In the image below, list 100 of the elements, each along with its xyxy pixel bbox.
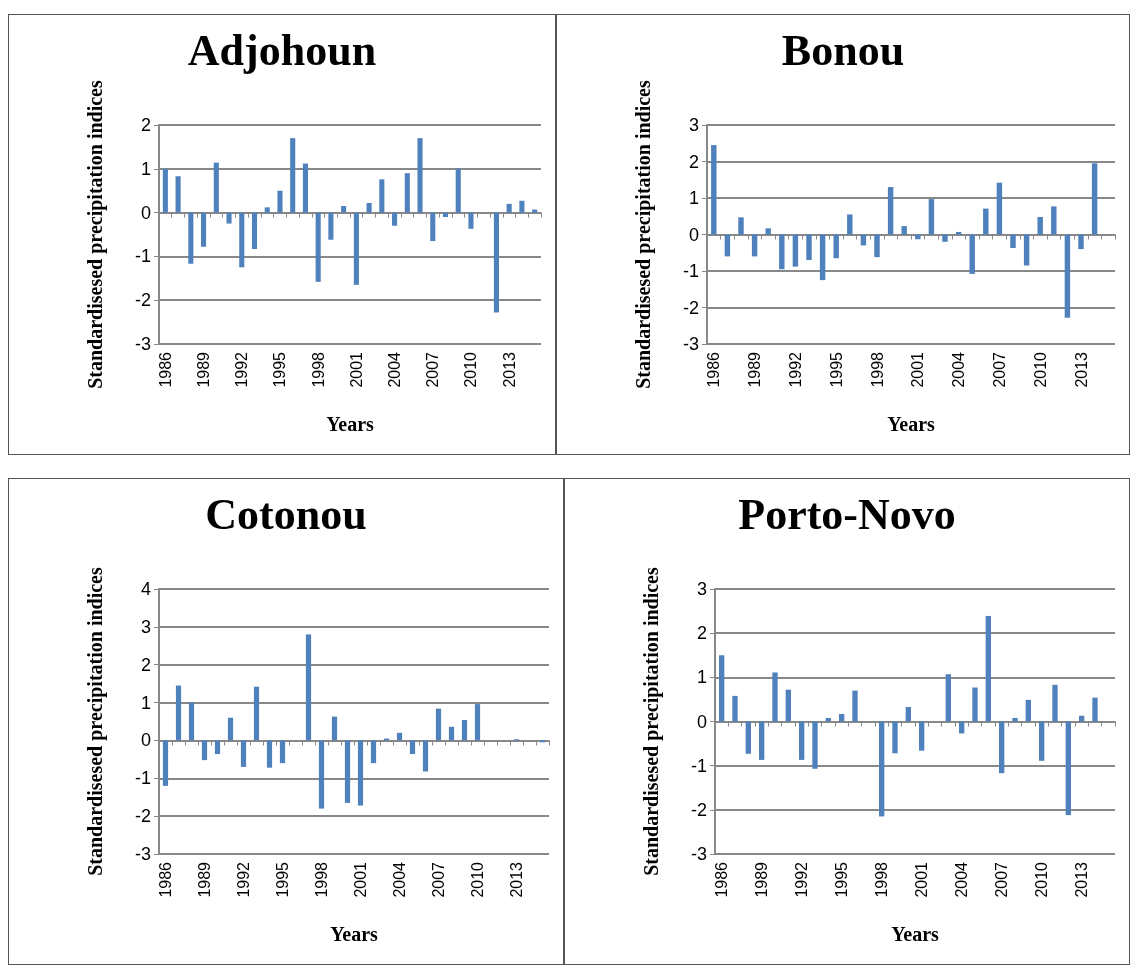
x-tick-label: 1992 [786, 351, 804, 388]
bar [839, 713, 845, 722]
y-tick-label: 2 [688, 151, 699, 172]
bar [738, 217, 744, 235]
y-tick-label: -1 [134, 768, 151, 789]
bar [468, 212, 474, 229]
bar [833, 234, 839, 259]
chart-title: Adjohoun [187, 25, 377, 75]
bar [1064, 234, 1071, 318]
bar [901, 226, 907, 235]
x-tick-label: 2001 [347, 351, 365, 388]
x-tick-label: 2001 [913, 861, 931, 898]
y-tick-label: 0 [140, 202, 151, 223]
x-tick-label: 1989 [746, 351, 764, 388]
bar [226, 212, 232, 224]
bar [357, 740, 364, 806]
bar [353, 212, 359, 285]
chart-title: Cotonou [205, 489, 367, 539]
bar [874, 234, 880, 258]
bar [999, 721, 1005, 774]
bar [331, 716, 338, 741]
y-tick-label: 1 [688, 188, 699, 208]
bar [448, 726, 455, 741]
bar [318, 740, 325, 809]
bar [370, 740, 377, 764]
y-tick-label: -1 [690, 755, 707, 776]
bar [240, 740, 247, 767]
bar [1039, 721, 1045, 761]
bar [396, 732, 403, 741]
x-axis-title: Years [891, 923, 940, 945]
bar [422, 740, 429, 772]
x-tick-label: 2007 [424, 351, 442, 388]
bar [175, 176, 181, 213]
x-tick-label: 1995 [274, 861, 291, 898]
bar [1092, 697, 1098, 722]
bar [175, 685, 182, 741]
x-tick-label: 1989 [753, 861, 771, 898]
y-tick-label: -3 [134, 844, 151, 864]
x-tick-label: 1986 [705, 351, 723, 388]
bar [227, 717, 234, 741]
y-tick-label: -2 [134, 806, 151, 827]
x-tick-label: 1995 [833, 861, 851, 898]
bar [455, 168, 461, 213]
x-tick-label: 2007 [430, 861, 447, 898]
bar [852, 690, 858, 722]
y-tick-label: -3 [682, 334, 699, 354]
bar [812, 721, 818, 769]
bar [162, 740, 169, 786]
x-axis-title: Years [887, 413, 936, 435]
bar [711, 145, 717, 235]
bar [905, 706, 911, 722]
bar [919, 721, 925, 751]
bar [302, 163, 308, 213]
bar [379, 179, 385, 213]
x-tick-label: 2007 [990, 351, 1008, 388]
bar [264, 207, 270, 213]
bar [366, 202, 372, 213]
bar [759, 721, 765, 760]
x-tick-label: 1995 [827, 351, 845, 388]
bar [955, 231, 962, 235]
y-tick-label: 1 [140, 158, 151, 179]
x-tick-label: 2004 [953, 861, 971, 898]
y-tick-label: -3 [134, 334, 151, 354]
x-tick-label: 2010 [462, 351, 480, 388]
bar [1091, 163, 1098, 235]
bar [785, 689, 791, 722]
bar [942, 234, 948, 242]
bar [417, 138, 423, 213]
y-tick-label: -2 [682, 297, 699, 318]
x-tick-label: 1989 [196, 861, 213, 898]
bar [279, 740, 286, 764]
bar [277, 190, 283, 213]
bar [461, 719, 468, 741]
x-tick-label: 1998 [313, 861, 330, 898]
bar [779, 234, 785, 270]
bar [435, 708, 442, 741]
bar [201, 212, 207, 247]
bar [928, 199, 935, 235]
x-axis-title: Years [330, 923, 379, 945]
bar [493, 212, 499, 313]
x-tick-label: 2004 [386, 351, 404, 388]
bar [972, 687, 978, 722]
bar [214, 740, 221, 755]
x-tick-label: 1992 [235, 861, 252, 898]
bar [985, 615, 991, 722]
bar [474, 704, 481, 741]
bar [239, 212, 245, 268]
y-tick-label: 4 [140, 579, 151, 599]
bar [344, 740, 351, 803]
bar [1079, 715, 1085, 722]
x-tick-label: 1998 [309, 351, 327, 388]
x-tick-label: 1986 [156, 351, 174, 388]
bar [799, 721, 805, 760]
bar [188, 212, 194, 264]
bar [732, 695, 738, 722]
bar [765, 228, 771, 235]
x-tick-label: 2004 [950, 351, 968, 388]
x-tick-label: 2013 [1073, 861, 1091, 898]
x-tick-label: 1989 [195, 351, 213, 388]
y-tick-label: -3 [690, 844, 707, 864]
